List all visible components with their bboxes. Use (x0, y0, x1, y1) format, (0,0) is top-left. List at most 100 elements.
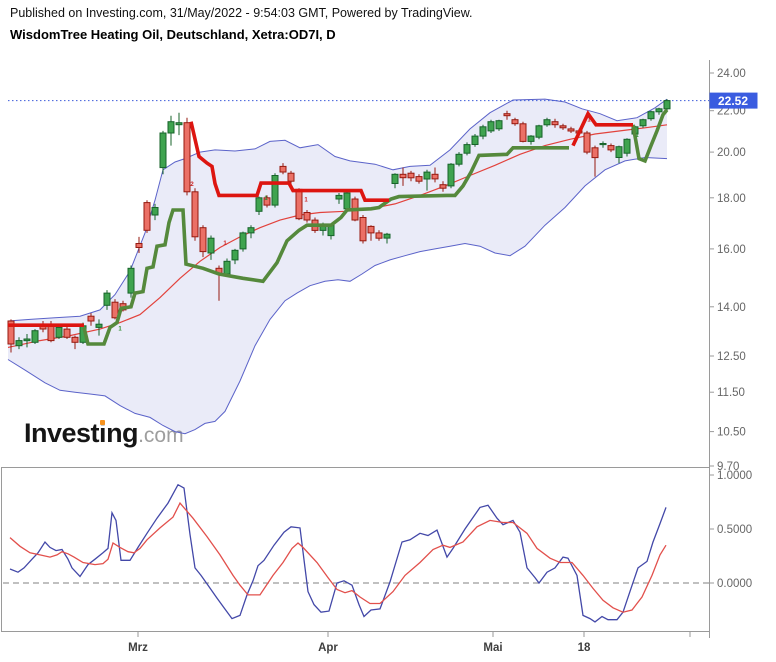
sma-middle-line (7, 124, 668, 348)
signal-marker: 2 (190, 182, 194, 188)
candle (143, 200, 151, 233)
candle (551, 118, 559, 128)
candle (431, 167, 439, 183)
candle (231, 248, 239, 265)
candle (71, 335, 79, 350)
candle (655, 107, 663, 115)
watermark-orange-dot (100, 420, 106, 425)
signal-marker: 1 (118, 327, 122, 333)
candle (151, 203, 159, 221)
candle (615, 145, 623, 164)
candle (87, 313, 95, 326)
candle (367, 225, 375, 241)
price-tick-label: 16.00 (717, 244, 746, 256)
bollinger-upper-line (7, 98, 668, 322)
candle (591, 145, 599, 177)
candle (175, 112, 183, 136)
price-tick-label: 24.00 (717, 68, 746, 80)
trend-line-green (82, 146, 569, 346)
published-line: Published on Investing.com, 31/May/2022 … (10, 6, 473, 20)
candle (639, 118, 647, 128)
price-tick-label: 12.50 (717, 351, 746, 363)
candle (487, 119, 495, 133)
price-tick-label: 22.00 (717, 106, 746, 118)
candle (375, 230, 383, 241)
oscillator-tick-label: 0.5000 (717, 524, 752, 536)
candle (567, 126, 575, 133)
candle (63, 325, 71, 339)
trend-line-green (631, 108, 669, 164)
price-tick-label: 14.00 (717, 302, 746, 314)
bollinger-lower-line (7, 156, 668, 435)
candle (263, 195, 271, 208)
candle (495, 119, 503, 131)
candle (543, 117, 551, 127)
candle (503, 110, 511, 120)
candle (95, 319, 103, 336)
candle (303, 210, 311, 223)
candle (439, 181, 447, 192)
candle (127, 265, 135, 298)
candle (247, 225, 255, 239)
candle (335, 193, 343, 204)
candle (167, 115, 175, 146)
candle (535, 124, 543, 140)
trend-line-red (189, 121, 389, 202)
price-tick-label: 11.50 (717, 387, 745, 399)
candle (479, 124, 487, 140)
signal-marker: 1 (223, 241, 227, 247)
candle (511, 117, 519, 126)
watermark-bold-text: Investi ng (24, 418, 139, 448)
price-tick-label: 10.50 (717, 427, 746, 439)
trend-line-red (571, 110, 633, 147)
last-price-badge (709, 92, 758, 109)
candle (447, 163, 455, 189)
candle (271, 173, 279, 208)
time-tick-label: Apr (318, 642, 338, 654)
candle (31, 329, 39, 344)
candle (455, 152, 463, 167)
candle (527, 135, 535, 145)
candle (15, 337, 23, 350)
oscillator-panel-frame (1, 467, 710, 632)
candle (199, 225, 207, 258)
candle (559, 123, 567, 130)
candle (519, 121, 527, 143)
candle (23, 334, 31, 348)
price-tick-label: 20.00 (717, 147, 746, 159)
signal-marker: 1 (587, 118, 591, 124)
candle (135, 236, 143, 253)
candle (623, 138, 631, 157)
candle (55, 325, 63, 339)
price-tick-label: 18.00 (717, 193, 746, 205)
time-tick-label: Mrz (128, 642, 148, 654)
candle (383, 232, 391, 244)
candle (407, 170, 415, 182)
signal-marker: 1 (264, 196, 268, 202)
candle (463, 142, 471, 156)
candle (599, 141, 607, 148)
time-tick-label: Mai (483, 642, 502, 654)
oscillator-blue-line (9, 483, 667, 623)
candle (583, 130, 591, 155)
signal-marker: 1 (635, 133, 639, 139)
candle (279, 163, 287, 175)
candle (183, 117, 191, 196)
candle (423, 169, 431, 191)
candle (607, 143, 615, 153)
candle (287, 170, 295, 184)
investing-watermark: Investi ng.com (24, 418, 184, 449)
candle (111, 299, 119, 320)
candle (191, 188, 199, 241)
candle (359, 215, 367, 244)
candle (391, 173, 399, 189)
candle (239, 231, 247, 252)
candle (255, 196, 263, 215)
candle (647, 110, 655, 121)
candle (295, 188, 303, 221)
candle (399, 167, 407, 186)
candle (159, 130, 167, 175)
candle (207, 235, 215, 260)
